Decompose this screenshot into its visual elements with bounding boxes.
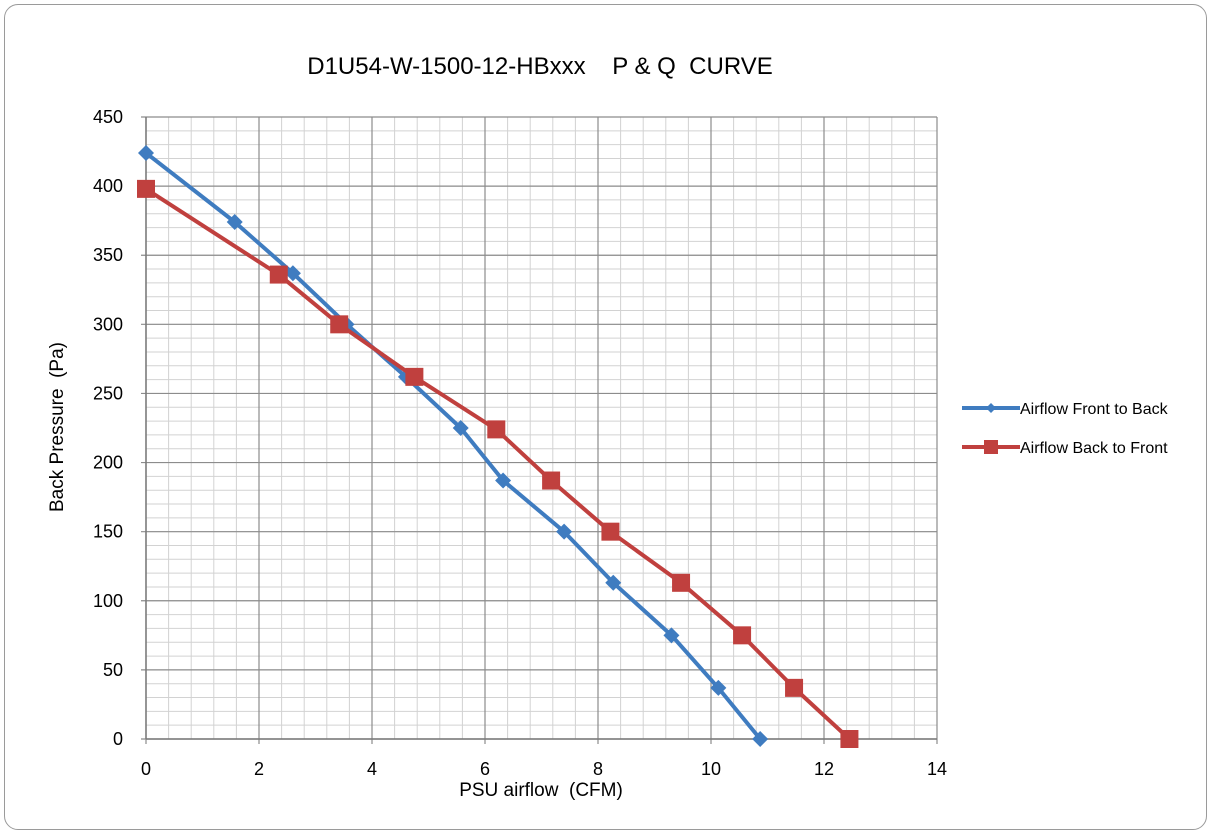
y-axis-title: Back Pressure (Pa) — [47, 342, 68, 512]
y-tick-label: 150 — [93, 522, 123, 542]
y-tick-label: 300 — [93, 314, 123, 334]
legend-item-back-to-front: Airflow Back to Front — [962, 440, 1168, 457]
data-point-back-to-front — [785, 678, 804, 697]
axis-tick-labels: 0 2 4 6 8 10 12 14 0 50 100 150 200 250 300 350 400 450 — [93, 107, 947, 779]
data-point-front-to-back — [495, 472, 512, 489]
y-tick-label: 100 — [93, 591, 123, 611]
series-line-front-to-back — [144, 150, 763, 741]
x-tick-label: 4 — [367, 759, 377, 779]
legend-marker-back-to-front — [984, 440, 998, 454]
x-tick-label: 2 — [254, 759, 264, 779]
series-front-to-back — [138, 144, 769, 747]
legend-item-front-to-back: Airflow Front to Back — [962, 401, 1169, 418]
x-tick-label: 6 — [480, 759, 490, 779]
data-point-back-to-front — [840, 730, 859, 748]
y-tick-label: 450 — [93, 107, 123, 127]
data-point-back-to-front — [405, 367, 424, 386]
x-tick-label: 8 — [593, 759, 603, 779]
legend-label-front-to-back: Airflow Front to Back — [1020, 401, 1169, 418]
data-point-front-to-back — [556, 523, 573, 540]
data-point-back-to-front — [487, 420, 506, 439]
y-tick-label: 350 — [93, 245, 123, 265]
data-point-back-to-front — [672, 573, 691, 592]
data-point-front-to-back — [752, 731, 769, 747]
x-tick-label: 14 — [927, 759, 947, 779]
y-tick-label: 0 — [113, 729, 123, 749]
series-back-to-front — [137, 179, 859, 748]
x-tick-label: 0 — [141, 759, 151, 779]
chart-title: D1U54-W-1500-12-HBxxx P & Q CURVE — [307, 53, 773, 80]
x-axis-title: PSU airflow (CFM) — [459, 780, 623, 801]
legend: Airflow Front to Back Airflow Back to Fro… — [962, 401, 1169, 457]
x-tick-label: 10 — [701, 759, 721, 779]
data-point-back-to-front — [542, 471, 561, 490]
data-point-back-to-front — [733, 626, 752, 645]
y-tick-label: 400 — [93, 176, 123, 196]
data-point-front-to-back — [226, 214, 243, 231]
data-point-back-to-front — [330, 315, 349, 334]
data-point-front-to-back — [663, 627, 680, 644]
data-point-front-to-back — [284, 265, 301, 282]
chart-frame — [4, 4, 1207, 830]
data-point-back-to-front — [269, 265, 288, 284]
y-tick-label: 50 — [103, 660, 123, 680]
data-point-front-to-back — [138, 144, 154, 161]
major-gridlines — [141, 116, 938, 744]
data-point-back-to-front — [601, 522, 620, 541]
minor-gridlines — [145, 116, 938, 740]
y-tick-label: 250 — [93, 383, 123, 403]
data-point-front-to-back — [710, 679, 727, 696]
legend-label-back-to-front: Airflow Back to Front — [1020, 440, 1168, 457]
y-tick-label: 200 — [93, 453, 123, 473]
legend-marker-front-to-back — [986, 403, 996, 413]
data-point-back-to-front — [137, 179, 155, 198]
series-layer — [137, 144, 859, 748]
data-point-front-to-back — [605, 574, 622, 591]
x-tick-label: 12 — [814, 759, 834, 779]
data-point-front-to-back — [452, 420, 469, 436]
